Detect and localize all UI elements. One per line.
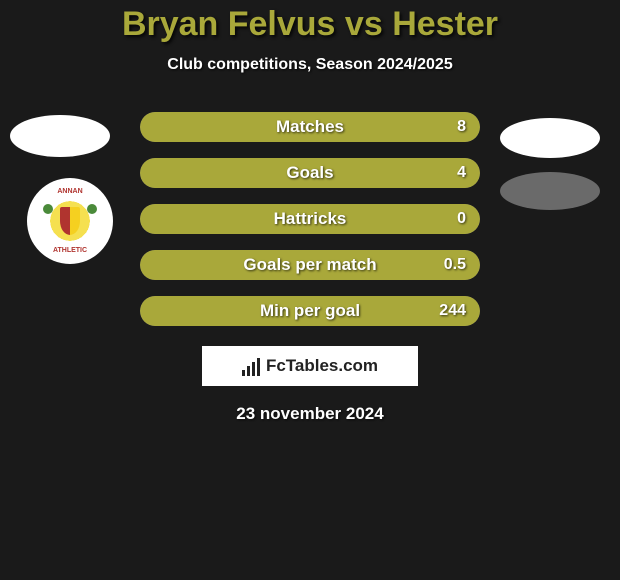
stat-value: 244 (439, 302, 466, 320)
main-container: Bryan Felvus vs Hester Club competitions… (0, 0, 620, 424)
thistle-icon (87, 204, 97, 214)
club-name-top: ANNAN (57, 188, 82, 195)
stat-value: 8 (457, 118, 466, 136)
stat-label: Matches (140, 117, 480, 137)
club-badge: ANNAN ATHLETIC (27, 178, 113, 264)
stat-label: Hattricks (140, 209, 480, 229)
stat-row: Matches8 (140, 112, 480, 142)
player1-badge-placeholder (10, 115, 110, 157)
club-name-bottom: ATHLETIC (53, 247, 87, 254)
site-badge[interactable]: FcTables.com (202, 346, 418, 386)
stat-value: 0.5 (444, 256, 466, 274)
chart-icon (242, 356, 260, 376)
date-text: 23 november 2024 (0, 404, 620, 424)
site-name: FcTables.com (266, 356, 378, 376)
player2-badge-placeholder-1 (500, 118, 600, 158)
player2-badge-placeholder-2 (500, 172, 600, 210)
stats-bars: Matches8Goals4Hattricks0Goals per match0… (140, 112, 480, 326)
stat-label: Goals (140, 163, 480, 183)
stat-row: Min per goal244 (140, 296, 480, 326)
stat-label: Min per goal (140, 301, 480, 321)
stat-row: Goals per match0.5 (140, 250, 480, 280)
stat-label: Goals per match (140, 255, 480, 275)
player2-name: Hester (392, 5, 498, 43)
page-title: Bryan Felvus vs Hester (0, 5, 620, 44)
vs-text: vs (345, 5, 383, 43)
club-badge-inner: ANNAN ATHLETIC (35, 186, 105, 256)
player1-name: Bryan Felvus (122, 5, 336, 43)
thistle-icon (43, 204, 53, 214)
shield-icon (60, 207, 80, 235)
stat-row: Hattricks0 (140, 204, 480, 234)
stat-value: 4 (457, 164, 466, 182)
stat-row: Goals4 (140, 158, 480, 188)
subtitle: Club competitions, Season 2024/2025 (0, 56, 620, 74)
stat-value: 0 (457, 210, 466, 228)
